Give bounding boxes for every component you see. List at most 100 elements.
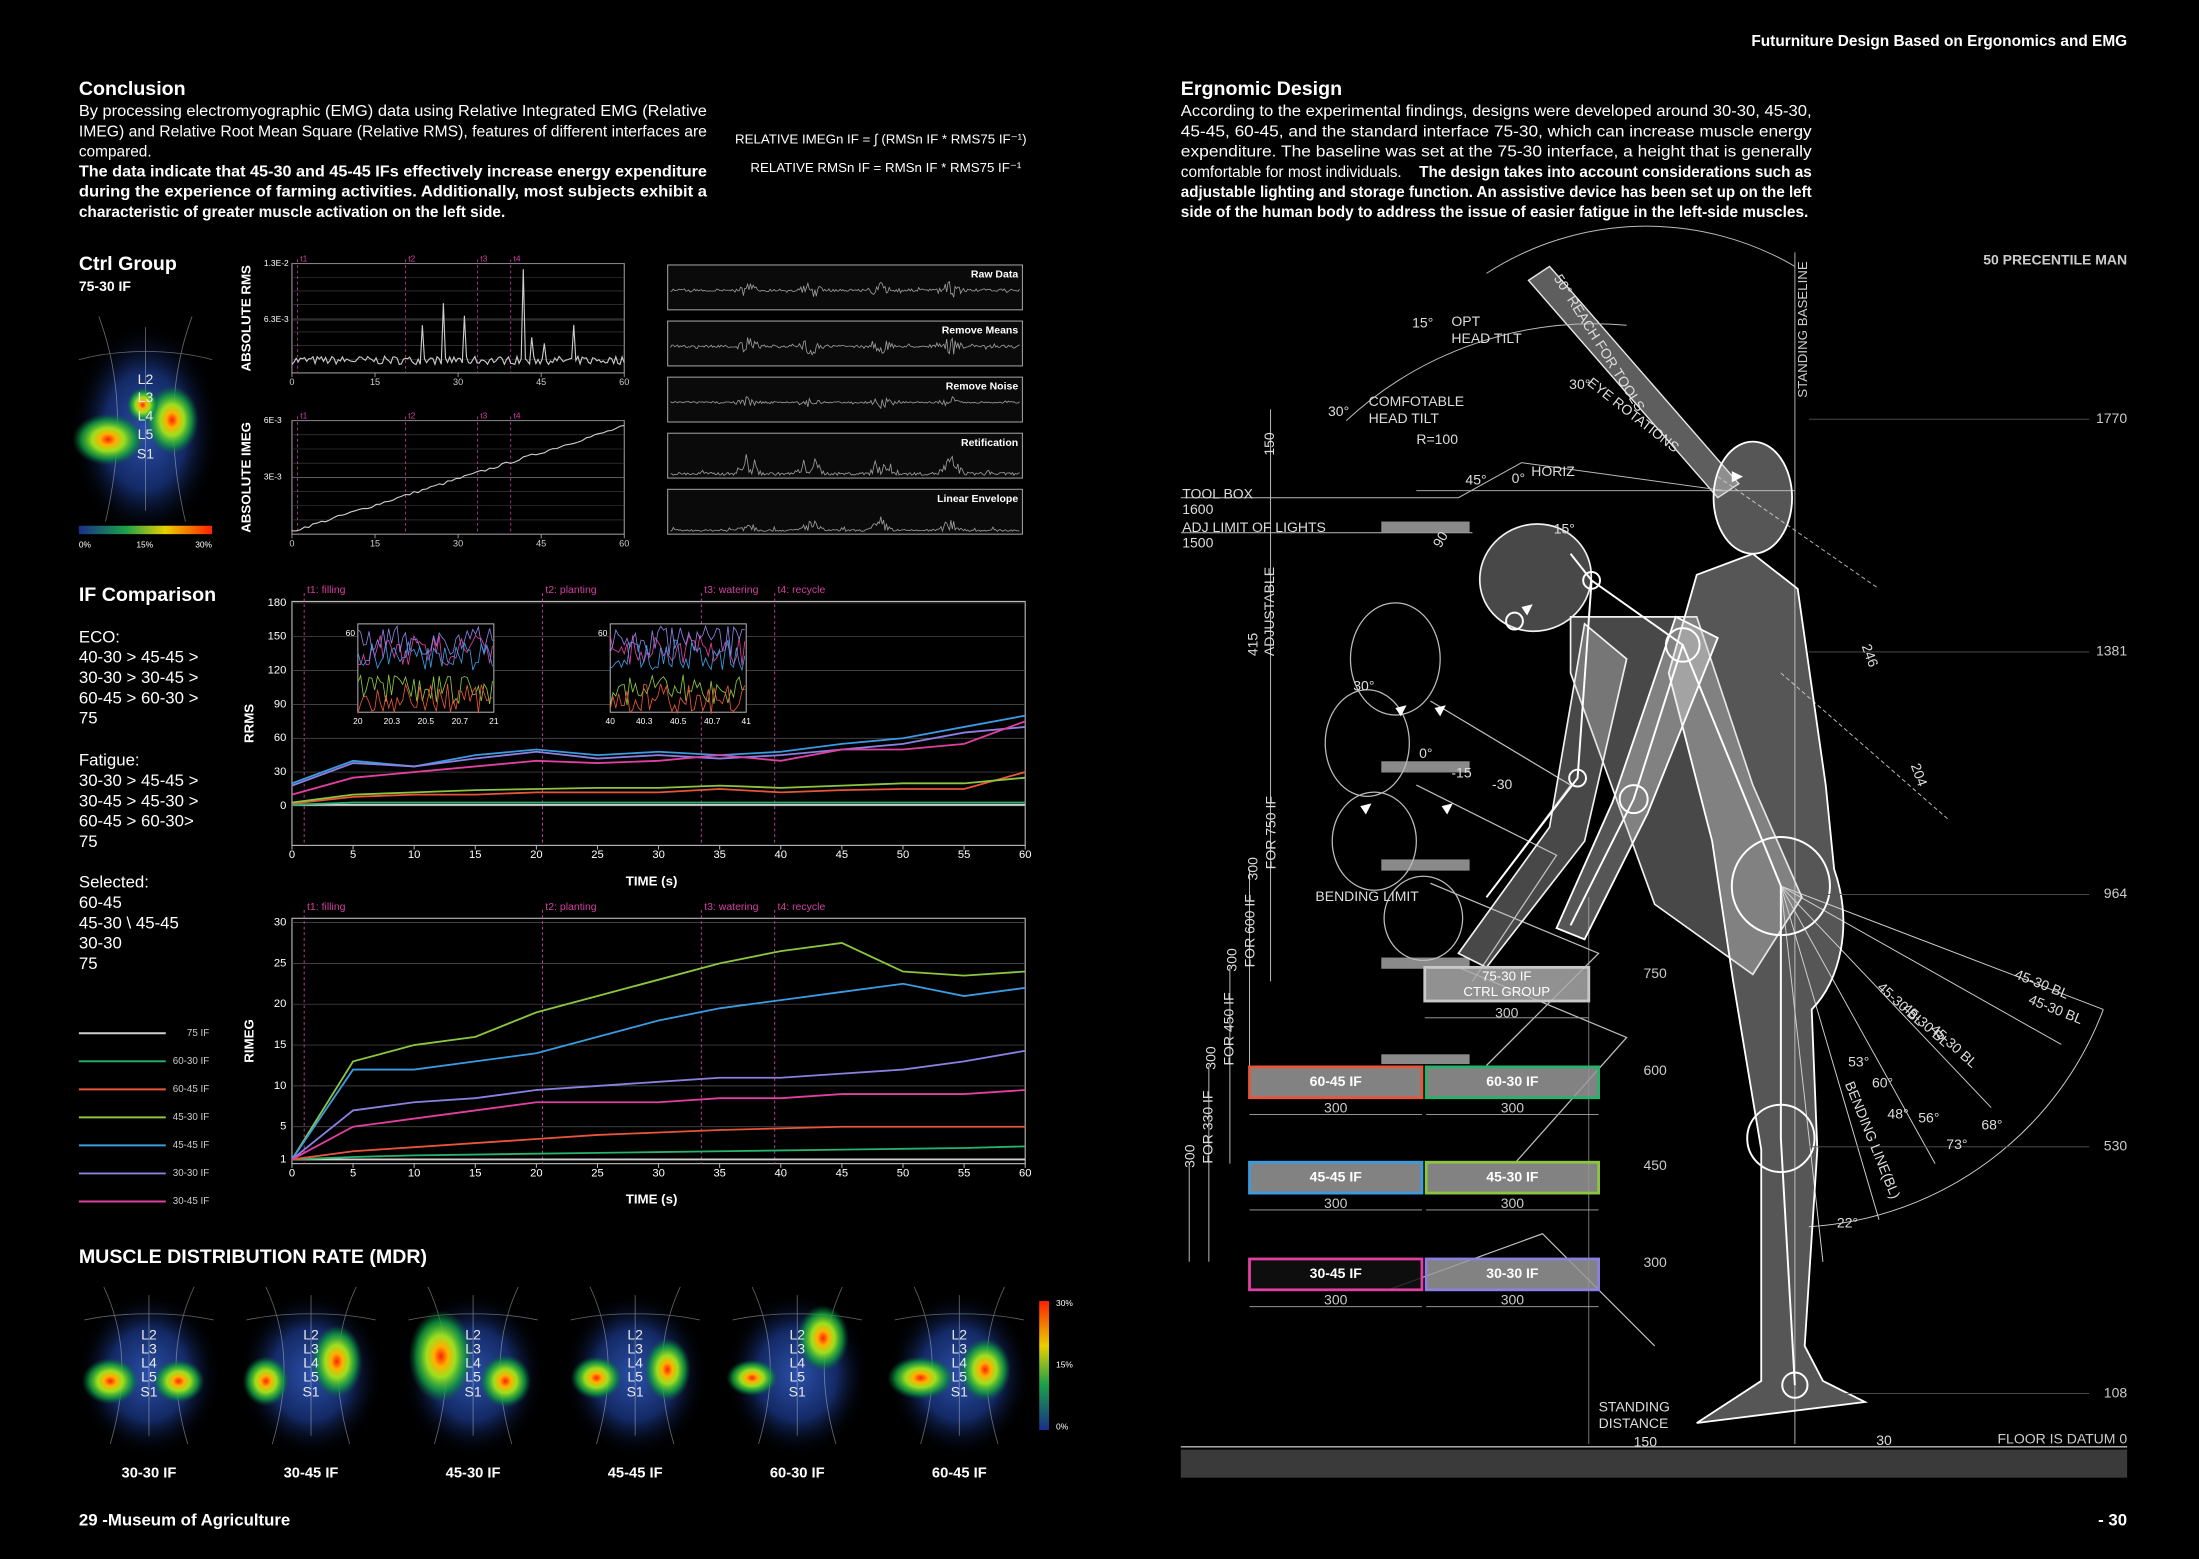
phase-label: t3 [480, 411, 487, 421]
height-label: 530 [2104, 1138, 2128, 1154]
section-heading: IF Comparison [79, 584, 216, 606]
y-tick-label: 150 [268, 631, 287, 643]
annotation: DISTANCE [1599, 1415, 1669, 1431]
activation-blob [479, 1354, 532, 1408]
signal-panel [667, 432, 1023, 479]
signal-panel [667, 320, 1023, 367]
interface-box [1423, 965, 1591, 1003]
annotation: 30 [1876, 1432, 1892, 1448]
annotation: 1500 [1182, 535, 1213, 551]
y-axis-label: ABSOLUTE IMEG [239, 422, 254, 533]
annotation: 300 [1181, 1144, 1197, 1168]
height-label: 1381 [2096, 643, 2127, 659]
annotation: 56° [1918, 1109, 1939, 1125]
ranking-line: 40-30 > 45-45 > [79, 648, 199, 667]
spine-label: L3 [465, 1340, 481, 1356]
formula: RELATIVE RMSn IF = RMSn IF * RMS75 IF⁻¹ [750, 160, 1021, 175]
series-line [291, 982, 1026, 1160]
x-tick-label: 20 [530, 1167, 542, 1179]
group-title: Fatigue: [79, 751, 140, 770]
signal-panel [667, 488, 1023, 535]
floor-label: FLOOR IS DATUM 0 [1997, 1431, 2127, 1447]
inset-trace [609, 683, 746, 715]
x-tick-label: 45 [836, 849, 848, 861]
y-tick-label: 1 [280, 1153, 286, 1165]
inset-trace [357, 682, 493, 714]
activation-blob [152, 1359, 205, 1403]
annotation: 246 [1859, 642, 1882, 670]
annotation: 45-30 BL [1928, 1021, 1981, 1071]
annotation: STANDING [1599, 1398, 1670, 1414]
y-tick-label: 3E-3 [264, 472, 282, 482]
interface-box [1424, 1065, 1601, 1100]
annotation: 68° [1981, 1116, 2002, 1132]
y-tick-label: 90 [274, 698, 286, 710]
x-tick-label: 45 [836, 1167, 848, 1179]
standing-figure [1555, 440, 1869, 1424]
annotation: 73° [1946, 1136, 1967, 1152]
x-axis-label: TIME (s) [626, 873, 678, 888]
interface-name: 30-45 IF [1310, 1265, 1363, 1281]
activation-blob [72, 413, 145, 466]
annotation: 60° [1872, 1074, 1893, 1090]
series-line [291, 941, 1026, 1160]
x-tick-label: 60 [619, 538, 629, 548]
phase-label: t4: recycle [777, 901, 825, 913]
skeleton [1485, 553, 1831, 1399]
spine-label: L4 [138, 408, 154, 424]
anatomy-outline [84, 1286, 214, 1445]
interface-label: 60-45 IF [932, 1465, 987, 1481]
spine-label: L3 [627, 1340, 643, 1356]
phase-label: t3: watering [704, 901, 758, 913]
legend-label: 60-45 IF [173, 1084, 210, 1095]
activation-blob [408, 1310, 474, 1403]
phase-label: t1 [300, 411, 307, 421]
x-tick-label: 50 [897, 1167, 909, 1179]
annotation: FOR 330 IF [1200, 1091, 1216, 1164]
signal-waveform [670, 395, 1020, 410]
spine-label: L4 [952, 1355, 968, 1371]
x-tick-label: 60 [1019, 1167, 1031, 1179]
paragraph-line: By processing electromyographic (EMG) da… [79, 103, 707, 120]
spine-label: L5 [465, 1369, 481, 1385]
dimension-lines [1180, 409, 1522, 1262]
y-tick-label: 1.3E-2 [264, 258, 289, 268]
heatmap-background [562, 1291, 708, 1458]
annotation: FOR 600 IF [1242, 894, 1258, 967]
annotation: FOR 450 IF [1221, 992, 1237, 1065]
paragraph-line: 45-45, 60-45, and the standard interface… [1181, 123, 1812, 140]
paragraph-line: compared. [79, 144, 152, 161]
annotation: 204 [1908, 761, 1931, 789]
width-label: 300 [1501, 1195, 1525, 1211]
x-tick-label: 55 [958, 1167, 970, 1179]
interface-name: 30-30 IF [1486, 1265, 1539, 1281]
ranking-line: 45-30 \ 45-45 [79, 913, 179, 932]
annotation: 30° [1328, 403, 1349, 419]
inset-trace [609, 624, 745, 657]
annotation: 48° [1887, 1105, 1908, 1121]
ranking-line: 75 [79, 954, 98, 973]
group-title: Selected: [79, 873, 149, 892]
height-label: 1770 [2096, 410, 2127, 426]
series-line [291, 1049, 1026, 1161]
inset-tick-label: 40 [606, 716, 616, 726]
spine-label: L5 [952, 1369, 968, 1385]
spine-label: L3 [141, 1340, 157, 1356]
x-tick-label: 60 [619, 377, 629, 387]
section-heading: Ergnomic Design [1181, 78, 1342, 100]
y-tick-label: 6E-3 [264, 415, 282, 425]
annotation: HORIZ [1531, 463, 1575, 479]
interface-label: 45-30 IF [446, 1465, 501, 1481]
phase-label: t3: watering [704, 584, 758, 596]
group-title: ECO: [79, 627, 120, 646]
annotation: TOOL BOX [1182, 486, 1253, 502]
y-tick-label: 180 [268, 597, 287, 609]
series-line [291, 801, 1026, 806]
panel-label: Retification [961, 437, 1018, 449]
y-tick-label: 30 [274, 916, 286, 928]
sight-arcs [1345, 225, 1796, 492]
phase-label: t1 [300, 254, 307, 264]
